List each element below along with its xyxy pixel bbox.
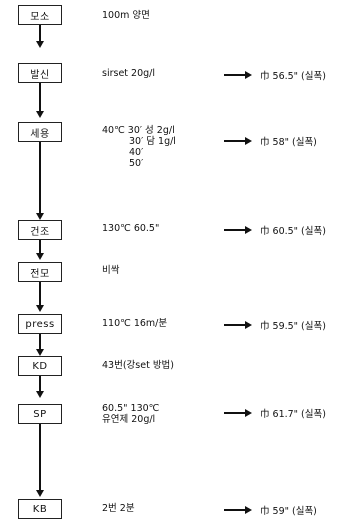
arrowhead-7 bbox=[36, 391, 44, 398]
result-text: 巾 59.5" (실폭) bbox=[260, 321, 326, 332]
step-box-kb: KB bbox=[18, 499, 62, 519]
connector-8 bbox=[39, 424, 41, 490]
right-arrow-icon bbox=[224, 70, 252, 80]
connector-2 bbox=[39, 83, 41, 111]
step-box-sp: SP bbox=[18, 404, 62, 424]
desc-line: 유연제 20g/l bbox=[102, 414, 156, 425]
arrowhead-2 bbox=[36, 111, 44, 118]
connector-4 bbox=[39, 240, 41, 253]
arrowhead-1 bbox=[36, 41, 44, 48]
step-desc-press: 110℃ 16m/분 bbox=[102, 318, 167, 329]
step-desc-kd: 43번(강set 방법) bbox=[102, 360, 174, 371]
result-2: 巾 56.5" (실폭) bbox=[224, 68, 326, 82]
desc-line: 30′ 담 1g/l bbox=[129, 136, 176, 147]
desc-line: 비싹 bbox=[102, 265, 120, 276]
result-text: 巾 56.5" (실폭) bbox=[260, 71, 326, 82]
result-text: 巾 58" (실폭) bbox=[260, 137, 317, 148]
right-arrow-icon bbox=[224, 320, 252, 330]
right-arrow-icon bbox=[224, 225, 252, 235]
step-box-drying: 건조 bbox=[18, 220, 62, 240]
desc-line: 60.5" 130℃ bbox=[102, 403, 160, 414]
arrowhead-5 bbox=[36, 305, 44, 312]
result-text: 巾 61.7" (실폭) bbox=[260, 409, 326, 420]
connector-6 bbox=[39, 334, 41, 349]
arrowhead-6 bbox=[36, 349, 44, 356]
desc-line: 50′ bbox=[129, 158, 144, 169]
step-desc-washing: 40℃ 30′ 성 2g/l 30′ 담 1g/l 40′ 50′ bbox=[102, 125, 176, 169]
result-text: 巾 59" (실폭) bbox=[260, 506, 317, 517]
right-arrow-icon bbox=[224, 408, 252, 418]
connector-1 bbox=[39, 25, 41, 41]
desc-line: 40′ bbox=[129, 147, 144, 158]
step-box-raising: 전모 bbox=[18, 262, 62, 282]
step-desc-greige: 100m 양면 bbox=[102, 10, 150, 21]
step-desc-sp: 60.5" 130℃ 유연제 20g/l bbox=[102, 403, 159, 425]
arrowhead-3 bbox=[36, 213, 44, 220]
step-box-press: press bbox=[18, 314, 62, 334]
desc-line: 110℃ 16m/분 bbox=[102, 318, 168, 329]
desc-line: 2번 2분 bbox=[102, 503, 135, 514]
step-box-greige: 모소 bbox=[18, 5, 62, 25]
arrowhead-8 bbox=[36, 490, 44, 497]
step-box-2: 발신 bbox=[18, 63, 62, 83]
step-desc-2: sirset 20g/l bbox=[102, 68, 155, 79]
connector-7 bbox=[39, 376, 41, 391]
desc-line: 130℃ 60.5" bbox=[102, 223, 160, 234]
right-arrow-icon bbox=[224, 136, 252, 146]
result-3: 巾 58" (실폭) bbox=[224, 134, 317, 148]
desc-line: 43번(강set 방법) bbox=[102, 360, 174, 371]
desc-line: 40℃ 30′ 성 2g/l bbox=[102, 125, 175, 136]
step-desc-drying: 130℃ 60.5" bbox=[102, 223, 159, 234]
arrowhead-4 bbox=[36, 253, 44, 260]
step-box-washing: 세용 bbox=[18, 122, 62, 142]
result-6: 巾 59.5" (실폭) bbox=[224, 318, 326, 332]
connector-3 bbox=[39, 142, 41, 213]
desc-line: sirset 20g/l bbox=[102, 68, 155, 79]
result-9: 巾 59" (실폭) bbox=[224, 503, 317, 517]
step-desc-raising: 비싹 bbox=[102, 265, 119, 276]
connector-5 bbox=[39, 282, 41, 305]
right-arrow-icon bbox=[224, 505, 252, 515]
step-desc-kb: 2번 2분 bbox=[102, 503, 135, 514]
result-text: 巾 60.5" (실폭) bbox=[260, 226, 326, 237]
desc-line: 100m 양면 bbox=[102, 10, 150, 21]
result-4: 巾 60.5" (실폭) bbox=[224, 223, 326, 237]
step-box-kd: KD bbox=[18, 356, 62, 376]
result-8: 巾 61.7" (실폭) bbox=[224, 406, 326, 420]
